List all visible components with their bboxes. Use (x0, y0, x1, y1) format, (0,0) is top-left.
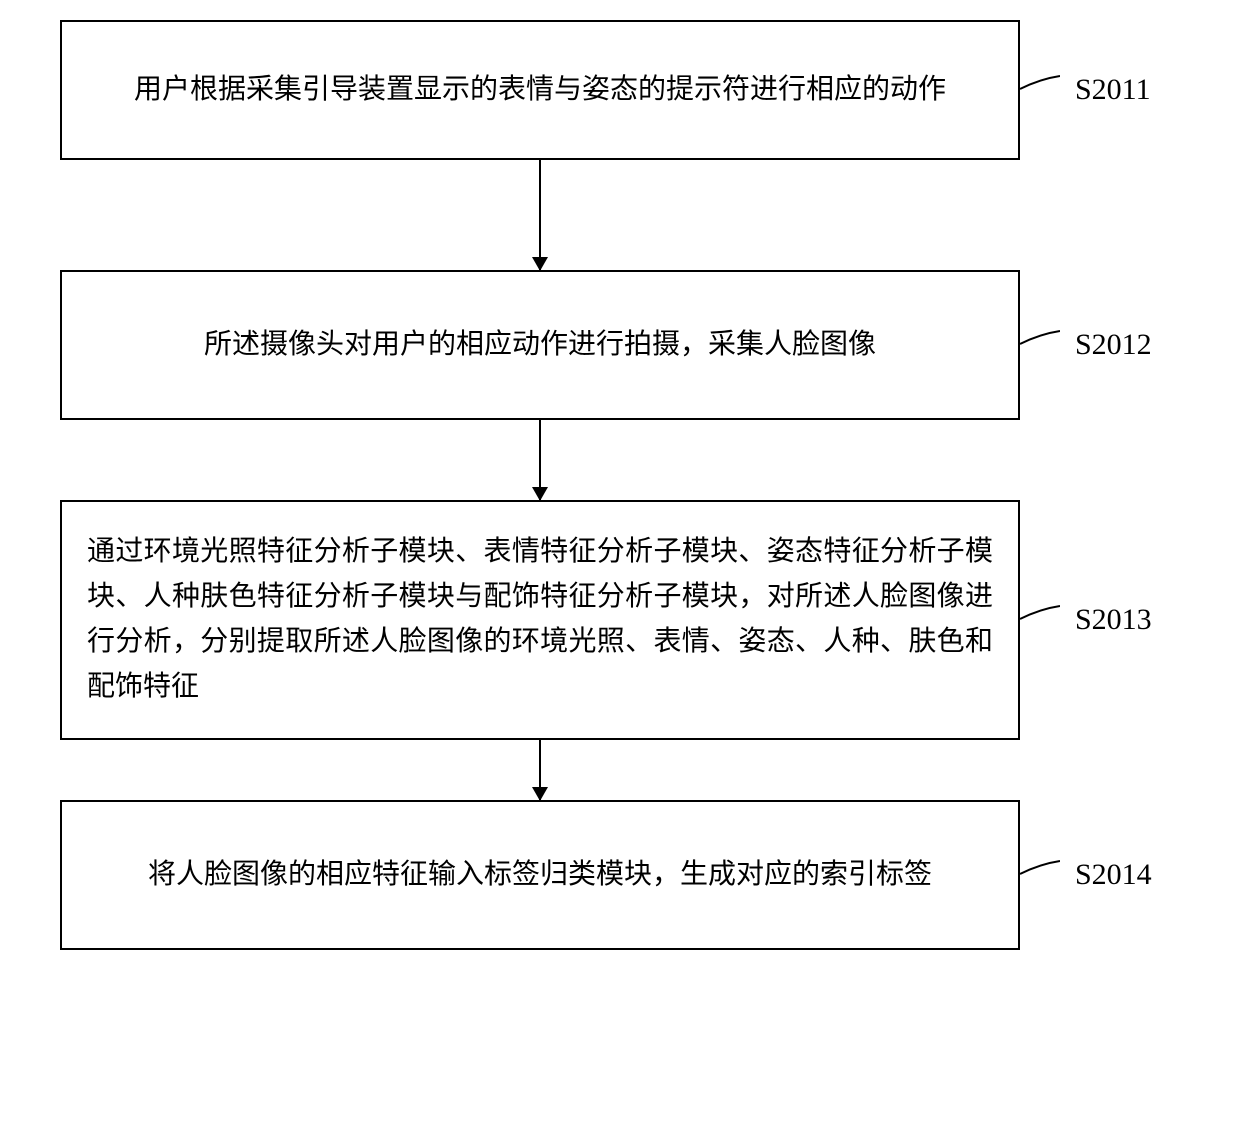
step-row-s2011: 用户根据采集引导装置显示的表情与姿态的提示符进行相应的动作 S2011 (60, 20, 1180, 160)
arrow-line (539, 160, 541, 270)
step-box-s2012: 所述摄像头对用户的相应动作进行拍摄，采集人脸图像 (60, 270, 1020, 420)
step-text: 通过环境光照特征分析子模块、表情特征分析子模块、姿态特征分析子模块、人种肤色特征… (87, 530, 993, 709)
step-box-s2014: 将人脸图像的相应特征输入标签归类模块，生成对应的索引标签 (60, 800, 1020, 950)
flowchart-container: 用户根据采集引导装置显示的表情与姿态的提示符进行相应的动作 S2011 所述摄像… (60, 20, 1180, 950)
arrow-head-icon (532, 487, 548, 501)
step-row-s2014: 将人脸图像的相应特征输入标签归类模块，生成对应的索引标签 S2014 (60, 800, 1180, 950)
arrow-connector (60, 740, 1020, 800)
curve-icon (1020, 604, 1060, 634)
step-label: S2012 (1075, 328, 1152, 362)
step-text: 用户根据采集引导装置显示的表情与姿态的提示符进行相应的动作 (134, 68, 946, 113)
arrow-line (539, 420, 541, 500)
step-label: S2014 (1075, 858, 1152, 892)
label-connector (1020, 89, 1060, 91)
label-connector (1020, 344, 1060, 346)
arrow-head-icon (532, 257, 548, 271)
arrow-line (539, 740, 541, 800)
arrow-head-icon (532, 787, 548, 801)
step-text: 所述摄像头对用户的相应动作进行拍摄，采集人脸图像 (204, 323, 876, 368)
arrow-connector (60, 160, 1020, 270)
step-row-s2012: 所述摄像头对用户的相应动作进行拍摄，采集人脸图像 S2012 (60, 270, 1180, 420)
step-text: 将人脸图像的相应特征输入标签归类模块，生成对应的索引标签 (148, 853, 932, 898)
curve-icon (1020, 329, 1060, 359)
step-label: S2013 (1075, 603, 1152, 637)
step-label: S2011 (1075, 73, 1151, 107)
step-box-s2011: 用户根据采集引导装置显示的表情与姿态的提示符进行相应的动作 (60, 20, 1020, 160)
label-connector (1020, 619, 1060, 621)
curve-icon (1020, 859, 1060, 889)
step-box-s2013: 通过环境光照特征分析子模块、表情特征分析子模块、姿态特征分析子模块、人种肤色特征… (60, 500, 1020, 740)
arrow-connector (60, 420, 1020, 500)
curve-icon (1020, 74, 1060, 104)
step-row-s2013: 通过环境光照特征分析子模块、表情特征分析子模块、姿态特征分析子模块、人种肤色特征… (60, 500, 1180, 740)
label-connector (1020, 874, 1060, 876)
